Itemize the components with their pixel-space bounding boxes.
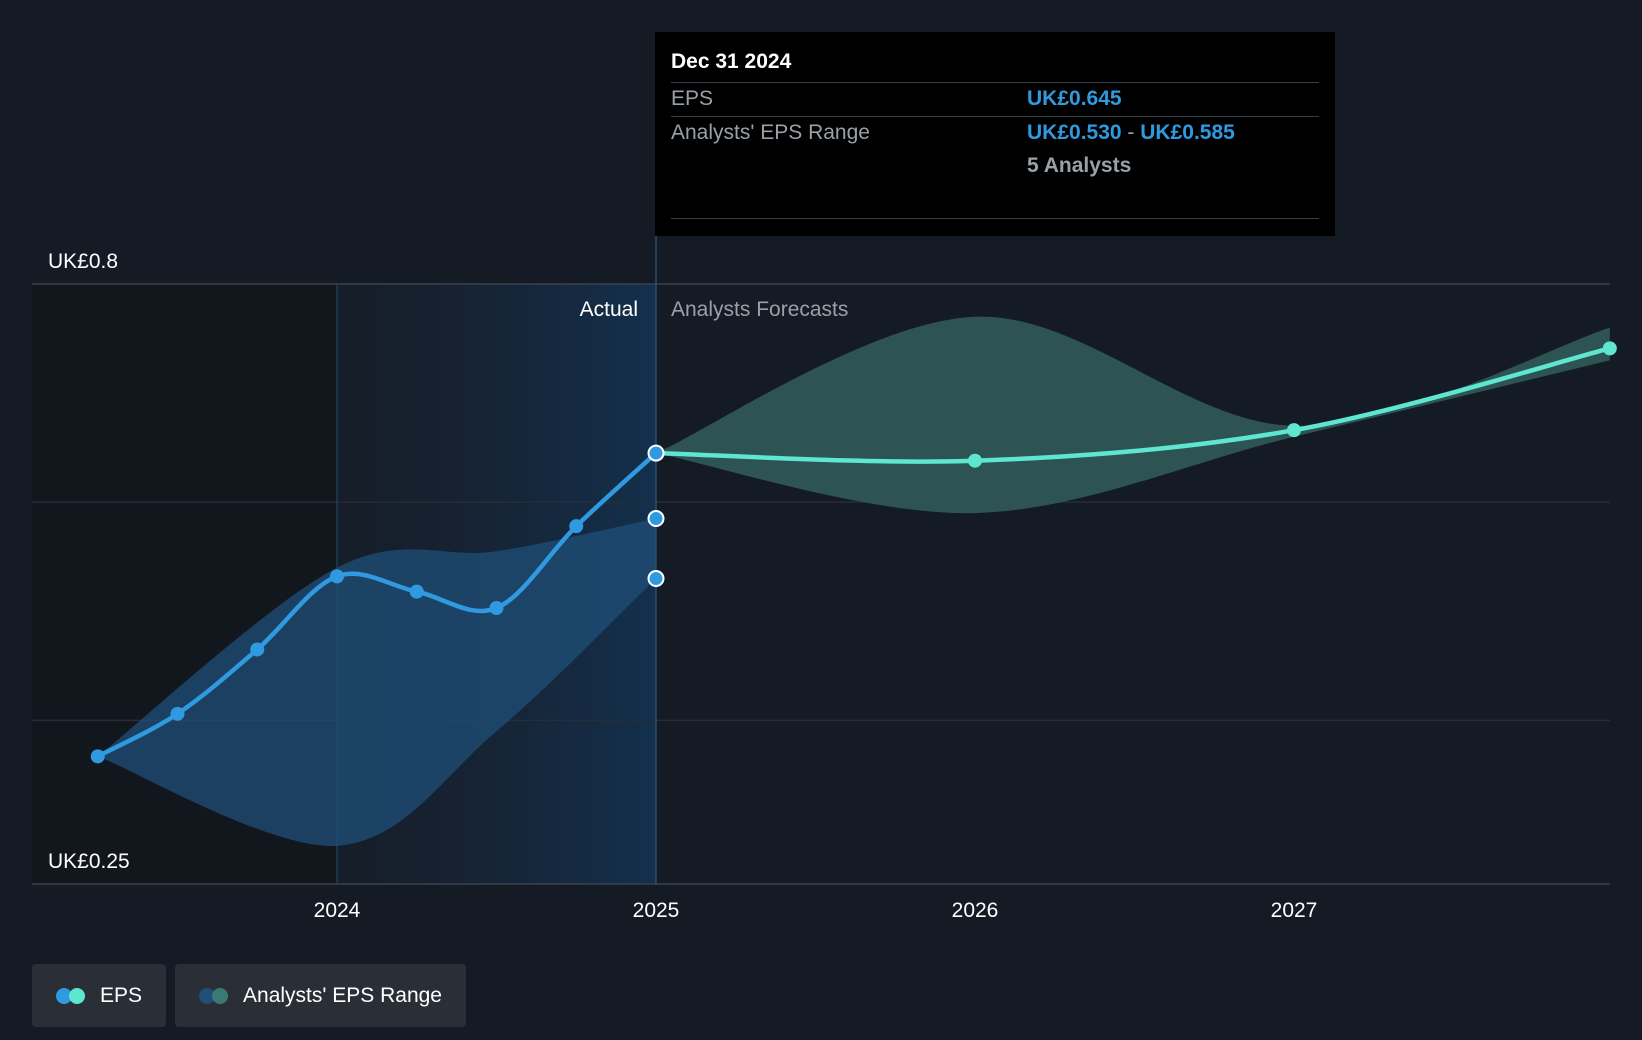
legend-range-label: Analysts' EPS Range bbox=[243, 983, 442, 1007]
legend-eps-label: EPS bbox=[100, 983, 143, 1007]
eps-line-forecast bbox=[653, 346, 1613, 464]
y-axis-bottom-label: UK£0.25 bbox=[48, 850, 130, 873]
dual-dot-icon bbox=[56, 987, 86, 1004]
highlight-point bbox=[647, 570, 665, 588]
eps-point bbox=[330, 569, 344, 584]
eps-range-band-forecast bbox=[656, 316, 1610, 514]
eps-point bbox=[250, 642, 265, 657]
eps-point bbox=[170, 706, 185, 721]
x-tick-label: 2027 bbox=[1271, 899, 1318, 922]
eps-point bbox=[90, 749, 105, 764]
section-label-forecast: Analysts Forecasts bbox=[671, 298, 848, 321]
y-axis-top-label: UK£0.8 bbox=[48, 250, 118, 273]
legend-item-eps-range[interactable]: Analysts' EPS Range bbox=[175, 964, 466, 1027]
tooltip-date: Dec 31 2024 bbox=[671, 50, 792, 73]
chart-legend: EPS Analysts' EPS Range bbox=[32, 964, 466, 1027]
tooltip-range-separator: - bbox=[1127, 121, 1135, 144]
dual-dot-icon bbox=[199, 987, 229, 1004]
tooltip-divider bbox=[671, 218, 1319, 219]
section-label-actual: Actual bbox=[580, 298, 638, 321]
eps-point bbox=[409, 584, 424, 599]
x-tick-label: 2024 bbox=[314, 899, 361, 922]
highlight-point bbox=[647, 444, 665, 462]
x-tick-label: 2026 bbox=[952, 899, 999, 922]
tooltip-divider bbox=[671, 82, 1319, 83]
legend-item-eps[interactable]: EPS bbox=[32, 964, 167, 1027]
tooltip-divider bbox=[671, 116, 1319, 117]
tooltip-range-label: Analysts' EPS Range bbox=[671, 121, 870, 144]
tooltip-range-low: UK£0.530 bbox=[1027, 121, 1122, 144]
eps-tooltip: Dec 31 2024 EPS UK£0.645 Analysts' EPS R… bbox=[655, 32, 1335, 236]
tooltip-eps-label: EPS bbox=[671, 87, 714, 110]
tooltip-analyst-count: 5 Analysts bbox=[1027, 154, 1132, 177]
tooltip-range-high: UK£0.585 bbox=[1140, 121, 1235, 144]
x-tick-label: 2025 bbox=[633, 899, 680, 922]
eps-range-band-actual bbox=[97, 518, 656, 846]
eps-point bbox=[569, 519, 584, 534]
eps-point bbox=[968, 453, 982, 468]
eps-point bbox=[1602, 341, 1617, 356]
tooltip-range-value: UK£0.530 - UK£0.585 bbox=[1027, 121, 1235, 145]
eps-point bbox=[1287, 423, 1301, 438]
highlight-point bbox=[647, 510, 665, 528]
eps-point bbox=[489, 601, 504, 615]
tooltip-eps-value: UK£0.645 bbox=[1027, 87, 1122, 110]
